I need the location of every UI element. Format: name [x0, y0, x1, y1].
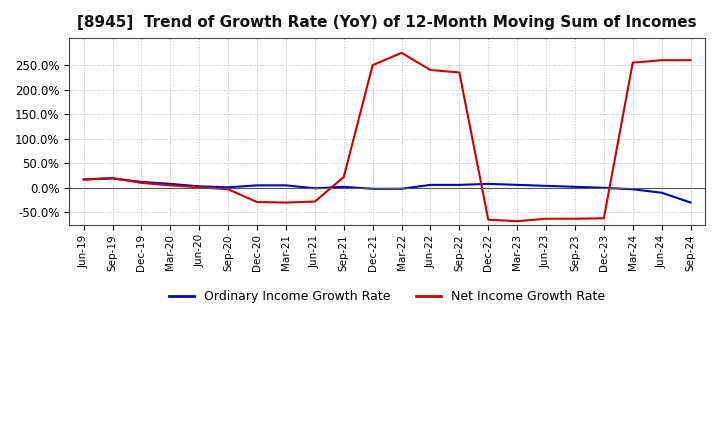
Ordinary Income Growth Rate [310, 186, 319, 191]
Net Income Growth Rate [166, 183, 175, 188]
Net Income Growth Rate [455, 70, 464, 75]
Ordinary Income Growth Rate [426, 182, 435, 187]
Net Income Growth Rate [137, 180, 145, 186]
Ordinary Income Growth Rate [369, 186, 377, 191]
Net Income Growth Rate [657, 58, 666, 63]
Net Income Growth Rate [282, 200, 290, 205]
Ordinary Income Growth Rate [484, 181, 492, 187]
Title: [8945]  Trend of Growth Rate (YoY) of 12-Month Moving Sum of Incomes: [8945] Trend of Growth Rate (YoY) of 12-… [77, 15, 697, 30]
Net Income Growth Rate [224, 187, 233, 192]
Ordinary Income Growth Rate [339, 184, 348, 190]
Ordinary Income Growth Rate [571, 184, 580, 190]
Net Income Growth Rate [571, 216, 580, 221]
Ordinary Income Growth Rate [541, 183, 550, 188]
Ordinary Income Growth Rate [79, 177, 88, 182]
Ordinary Income Growth Rate [657, 190, 666, 195]
Line: Net Income Growth Rate: Net Income Growth Rate [84, 53, 690, 221]
Ordinary Income Growth Rate [224, 185, 233, 190]
Ordinary Income Growth Rate [513, 182, 521, 187]
Net Income Growth Rate [629, 60, 637, 65]
Net Income Growth Rate [108, 176, 117, 181]
Net Income Growth Rate [600, 216, 608, 221]
Net Income Growth Rate [686, 58, 695, 63]
Ordinary Income Growth Rate [455, 182, 464, 187]
Ordinary Income Growth Rate [397, 186, 406, 191]
Ordinary Income Growth Rate [282, 183, 290, 188]
Line: Ordinary Income Growth Rate: Ordinary Income Growth Rate [84, 179, 690, 202]
Net Income Growth Rate [369, 62, 377, 68]
Net Income Growth Rate [310, 199, 319, 204]
Net Income Growth Rate [426, 67, 435, 73]
Net Income Growth Rate [253, 199, 261, 205]
Net Income Growth Rate [513, 219, 521, 224]
Legend: Ordinary Income Growth Rate, Net Income Growth Rate: Ordinary Income Growth Rate, Net Income … [164, 285, 610, 308]
Ordinary Income Growth Rate [686, 200, 695, 205]
Ordinary Income Growth Rate [108, 176, 117, 181]
Ordinary Income Growth Rate [600, 185, 608, 191]
Ordinary Income Growth Rate [137, 179, 145, 184]
Net Income Growth Rate [484, 217, 492, 222]
Ordinary Income Growth Rate [629, 187, 637, 192]
Net Income Growth Rate [339, 174, 348, 180]
Net Income Growth Rate [397, 50, 406, 55]
Ordinary Income Growth Rate [166, 181, 175, 187]
Ordinary Income Growth Rate [195, 184, 204, 189]
Ordinary Income Growth Rate [253, 183, 261, 188]
Net Income Growth Rate [79, 177, 88, 182]
Net Income Growth Rate [541, 216, 550, 221]
Net Income Growth Rate [195, 185, 204, 190]
